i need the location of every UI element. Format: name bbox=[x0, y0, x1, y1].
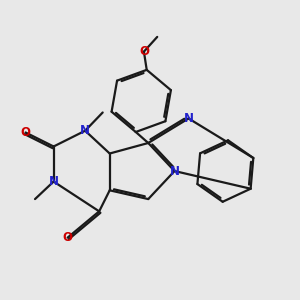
Text: N: N bbox=[49, 175, 58, 188]
Text: O: O bbox=[63, 231, 73, 244]
Text: O: O bbox=[21, 126, 31, 139]
Text: O: O bbox=[139, 45, 149, 58]
Text: N: N bbox=[169, 164, 179, 178]
Text: N: N bbox=[184, 112, 194, 125]
Text: N: N bbox=[80, 124, 90, 137]
